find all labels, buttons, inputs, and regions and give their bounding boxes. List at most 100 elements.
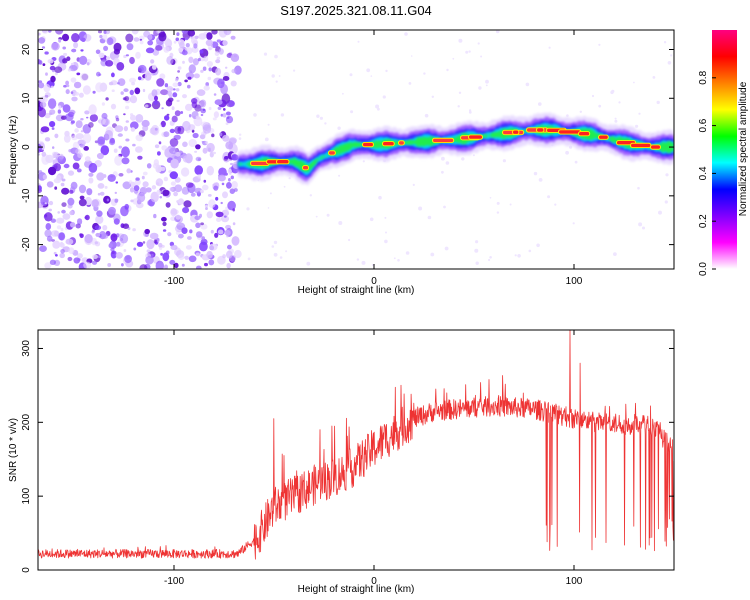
noise-speckle bbox=[137, 192, 146, 203]
x-tick-label: 100 bbox=[566, 276, 583, 287]
noise-speckle bbox=[69, 210, 74, 216]
faint-speckle bbox=[357, 40, 360, 43]
noise-speckle bbox=[130, 114, 136, 121]
noise-speckle bbox=[195, 115, 200, 120]
noise-speckle bbox=[110, 233, 118, 242]
noise-speckle bbox=[53, 251, 57, 255]
noise-speckle bbox=[106, 56, 110, 61]
noise-speckle bbox=[79, 144, 85, 148]
noise-speckle bbox=[80, 130, 84, 133]
faint-speckle bbox=[642, 226, 645, 230]
noise-speckle bbox=[48, 208, 52, 212]
faint-speckle bbox=[495, 30, 500, 34]
snr-xlabel: Height of straight line (km) bbox=[298, 584, 415, 595]
noise-speckle bbox=[182, 120, 191, 132]
noise-speckle bbox=[160, 89, 169, 96]
snr-series-line bbox=[38, 330, 674, 560]
noise-speckle bbox=[151, 185, 157, 190]
faint-speckle bbox=[410, 55, 413, 57]
noise-speckle bbox=[154, 144, 160, 149]
noise-speckle bbox=[107, 174, 116, 182]
faint-speckle bbox=[509, 203, 512, 206]
noise-speckle bbox=[203, 55, 209, 62]
noise-speckle bbox=[188, 114, 192, 118]
noise-speckle bbox=[53, 151, 59, 158]
noise-speckle bbox=[53, 177, 62, 184]
noise-speckle bbox=[183, 200, 192, 208]
faint-speckle bbox=[446, 68, 449, 72]
noise-speckle bbox=[55, 254, 58, 257]
faint-speckle bbox=[465, 50, 469, 54]
noise-speckle bbox=[225, 115, 234, 124]
noise-speckle bbox=[108, 81, 114, 86]
noise-speckle bbox=[86, 188, 93, 196]
noise-speckle bbox=[123, 113, 126, 116]
noise-speckle bbox=[111, 89, 115, 92]
noise-speckle bbox=[84, 156, 91, 162]
noise-speckle bbox=[95, 49, 101, 55]
noise-speckle bbox=[61, 209, 66, 214]
noise-speckle bbox=[159, 196, 162, 199]
noise-speckle bbox=[38, 143, 43, 153]
faint-speckle bbox=[667, 61, 672, 65]
noise-speckle bbox=[167, 90, 173, 96]
snr-background bbox=[38, 330, 674, 570]
snr-plot-area bbox=[38, 330, 674, 560]
noise-speckle bbox=[167, 97, 174, 103]
faint-speckle bbox=[377, 107, 380, 111]
noise-speckle bbox=[83, 261, 92, 269]
colorbar-gradient bbox=[712, 30, 737, 269]
noise-speckle bbox=[81, 37, 86, 42]
faint-speckle bbox=[246, 207, 250, 211]
noise-speckle bbox=[66, 84, 70, 88]
faint-speckle bbox=[348, 238, 351, 242]
noise-speckle bbox=[162, 189, 170, 196]
faint-speckle bbox=[528, 249, 532, 253]
noise-speckle bbox=[131, 81, 136, 86]
faint-speckle bbox=[569, 145, 573, 149]
noise-speckle bbox=[151, 89, 158, 97]
faint-speckle bbox=[637, 186, 640, 190]
noise-speckle bbox=[47, 30, 52, 33]
faint-speckle bbox=[574, 160, 578, 164]
noise-speckle bbox=[202, 147, 208, 154]
faint-speckle bbox=[393, 257, 396, 260]
noise-speckle bbox=[142, 171, 148, 176]
noise-speckle bbox=[129, 56, 135, 65]
noise-speckle bbox=[129, 77, 136, 83]
noise-speckle bbox=[38, 153, 41, 156]
noise-speckle bbox=[100, 145, 110, 156]
noise-speckle bbox=[215, 67, 222, 76]
noise-speckle bbox=[120, 205, 129, 217]
noise-speckle bbox=[49, 65, 56, 71]
noise-speckle bbox=[199, 99, 207, 108]
noise-speckle bbox=[125, 33, 134, 43]
noise-speckle bbox=[80, 49, 84, 52]
noise-speckle bbox=[92, 254, 98, 259]
noise-speckle bbox=[49, 112, 53, 116]
faint-speckle bbox=[533, 171, 538, 176]
noise-speckle bbox=[195, 231, 203, 238]
noise-speckle bbox=[200, 223, 208, 230]
noise-speckle bbox=[203, 85, 210, 91]
noise-speckle bbox=[122, 223, 130, 229]
noise-speckle bbox=[170, 208, 178, 217]
noise-speckle bbox=[169, 128, 175, 134]
noise-speckle bbox=[54, 66, 63, 73]
faint-speckle bbox=[489, 255, 492, 259]
noise-speckle bbox=[229, 188, 235, 194]
noise-speckle bbox=[132, 143, 136, 147]
ridge-hot-core bbox=[559, 130, 581, 134]
faint-speckle bbox=[361, 260, 366, 265]
noise-speckle bbox=[222, 254, 226, 259]
noise-speckle bbox=[206, 211, 213, 219]
noise-speckle bbox=[169, 138, 179, 147]
noise-speckle bbox=[221, 182, 225, 186]
faint-speckle bbox=[488, 258, 491, 262]
faint-speckle bbox=[267, 123, 270, 126]
noise-speckle bbox=[95, 232, 101, 237]
noise-speckle bbox=[139, 186, 148, 195]
faint-speckle bbox=[253, 113, 257, 117]
noise-speckle bbox=[48, 200, 54, 206]
faint-speckle bbox=[288, 177, 291, 180]
